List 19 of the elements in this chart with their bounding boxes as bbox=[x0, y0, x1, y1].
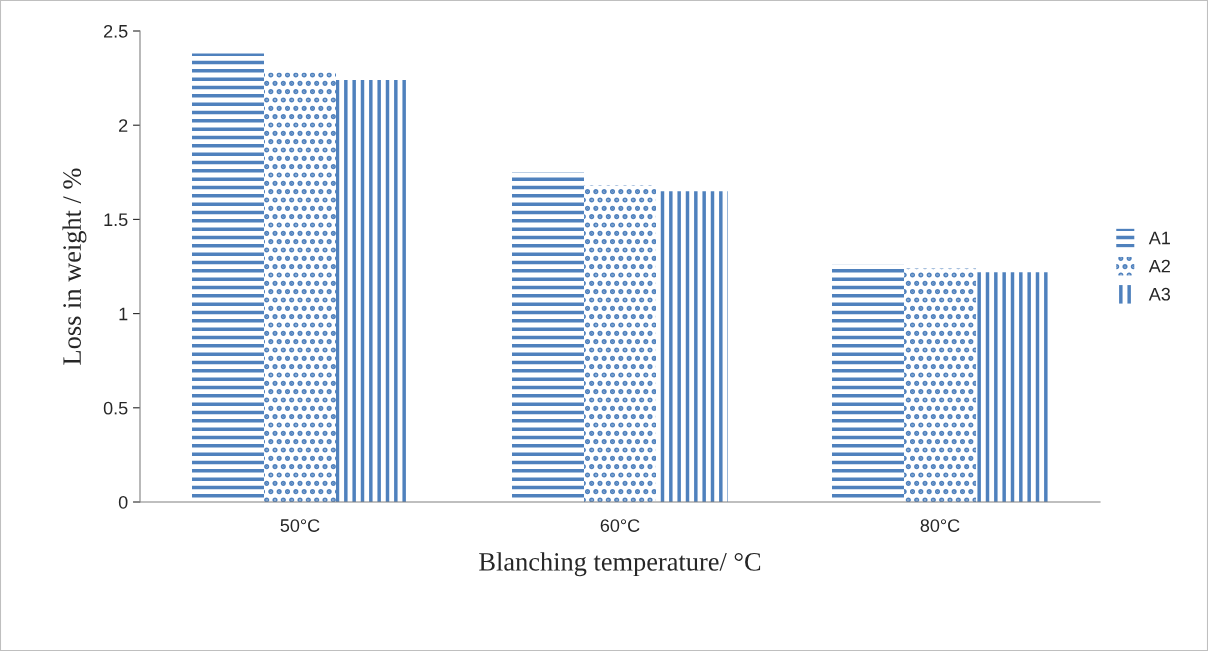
legend-label: A3 bbox=[1148, 287, 1171, 301]
legend-label: A1 bbox=[1148, 231, 1170, 245]
bar bbox=[336, 79, 408, 502]
x-axis-title: Blanching temperature/ °C bbox=[479, 552, 761, 577]
y-tick-label: 0.5 bbox=[103, 401, 128, 415]
legend-label: A2 bbox=[1148, 259, 1170, 273]
y-tick-label: 2 bbox=[119, 119, 128, 132]
x-tick-label: 60°C bbox=[600, 519, 640, 532]
y-tick-label: 2.5 bbox=[104, 24, 128, 38]
bar bbox=[904, 268, 976, 502]
y-tick-label: 0 bbox=[118, 495, 128, 509]
y-tick-label: 1 bbox=[119, 307, 128, 321]
y-axis-title: Loss in weight / % bbox=[62, 168, 87, 365]
x-tick-label: 50°C bbox=[280, 519, 320, 532]
bar bbox=[584, 185, 656, 502]
y-tick-label: 1.5 bbox=[104, 213, 128, 227]
bar bbox=[264, 72, 336, 502]
x-tick-label: 80°C bbox=[920, 519, 960, 532]
bar bbox=[976, 272, 1048, 502]
